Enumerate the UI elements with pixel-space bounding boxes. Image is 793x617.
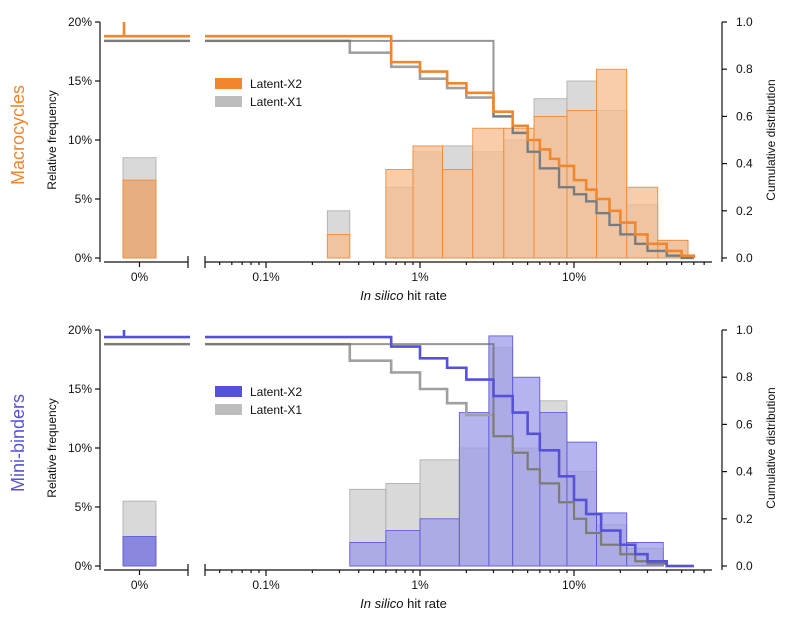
bar-latent-x2-8 [596,68,628,259]
x-axis-label: In silico hit rate [360,288,447,303]
legend-swatch-latent-x1 [215,404,242,415]
y-left-tick-label: 5% [75,192,93,206]
y-left-tick-label: 0% [75,559,93,573]
bar-latent-x2-6 [539,412,568,567]
legend-swatch-latent-x1 [215,96,242,107]
y-right-tick-label: 0.4 [736,465,753,479]
bar-latent-x2-7 [566,110,597,259]
y-axis-label-left: Relative frequency [45,398,59,497]
bar-latent-x2-4 [488,335,514,567]
x-tick-label: 10% [562,270,586,284]
y-right-tick-label: 0.6 [736,109,753,123]
bar-latent-x2-7 [566,441,597,567]
bar-latent-x2-0 [326,233,351,259]
y-right-tick-label: 0.8 [736,370,753,384]
y-right-tick-label: 1.0 [736,15,753,29]
bar-zero-latent-x2 [122,536,157,567]
cdf-latent-x1-shade [104,39,694,259]
y-right-tick-label: 1.0 [736,323,753,337]
panel-top: 0% 5% 10% 15% 20% 0.0 0.2 0.4 0.6 0.8 1.0 0% 0.1% 1% 1… [8,15,778,303]
y-left-tick-label: 15% [68,74,92,88]
legend-label-latent-x1: Latent-X1 [250,95,302,109]
y-axis-label-right: Cumulative distribution [764,79,778,200]
panel-bottom: 0% 5% 10% 15% 20% 0.0 0.2 0.4 0.6 0.8 1.0 0% 0.1% 1% 1… [8,323,778,611]
bar-zero-latent-x2 [122,179,157,259]
bar-latent-x2-5 [512,376,541,567]
y-right-tick-label: 0.4 [736,157,753,171]
y-axis-label-right: Cumulative distribution [764,387,778,508]
legend-swatch-latent-x2 [215,386,242,397]
bar-latent-x2-2 [412,145,443,259]
x-tick-label: 1% [411,578,429,592]
y-left-tick-label: 20% [68,323,92,337]
bar-latent-x2-1 [385,169,414,259]
legend-label-latent-x2: Latent-X2 [250,77,302,91]
bar-latent-x2-0 [349,542,387,567]
y-left-tick-label: 20% [68,15,92,29]
y-right-tick-label: 0.2 [736,512,753,526]
legend-label-latent-x2: Latent-X2 [250,385,302,399]
side-label: Mini-binders [8,394,28,492]
cdf-latent-x2 [104,34,696,258]
legend-swatch-latent-x2 [215,78,242,89]
cdf-latent-x2 [104,335,694,568]
bar-latent-x2-3 [458,412,490,567]
y-right-tick-label: 0.8 [736,62,753,76]
cdf-latent-x1-shade [104,343,694,567]
bar-latent-x2-1 [385,530,421,567]
x-tick-label: 10% [562,578,586,592]
y-right-tick-label: 0.2 [736,204,753,218]
y-left-tick-label: 0% [75,251,93,265]
bar-latent-x2-2 [419,518,460,567]
x-zero-tick-label: 0% [131,270,149,284]
y-right-tick-label: 0.0 [736,559,753,573]
y-axis-label-left: Relative frequency [45,90,59,189]
x-axis-label-italic: In silico [360,596,403,611]
legend-label-latent-x1: Latent-X1 [250,403,302,417]
x-axis-label-rest: hit rate [404,596,447,611]
x-tick-label: 0.1% [252,578,280,592]
x-tick-label: 0.1% [252,270,280,284]
x-axis-label: In silico hit rate [360,596,447,611]
y-left-tick-label: 15% [68,382,92,396]
x-axis-label-rest: hit rate [404,288,447,303]
y-left-tick-label: 5% [75,500,93,514]
y-right-tick-label: 0.6 [736,417,753,431]
x-tick-label: 1% [411,270,429,284]
side-label: Macrocycles [8,85,28,185]
x-zero-tick-label: 0% [131,578,149,592]
bar-latent-x2-5 [503,127,535,259]
bar-latent-x2-3 [442,169,474,259]
y-right-tick-label: 0.0 [736,251,753,265]
x-axis-label-italic: In silico [360,288,403,303]
y-left-tick-label: 10% [68,441,92,455]
bar-latent-x2-4 [472,127,505,259]
y-left-tick-label: 10% [68,133,92,147]
